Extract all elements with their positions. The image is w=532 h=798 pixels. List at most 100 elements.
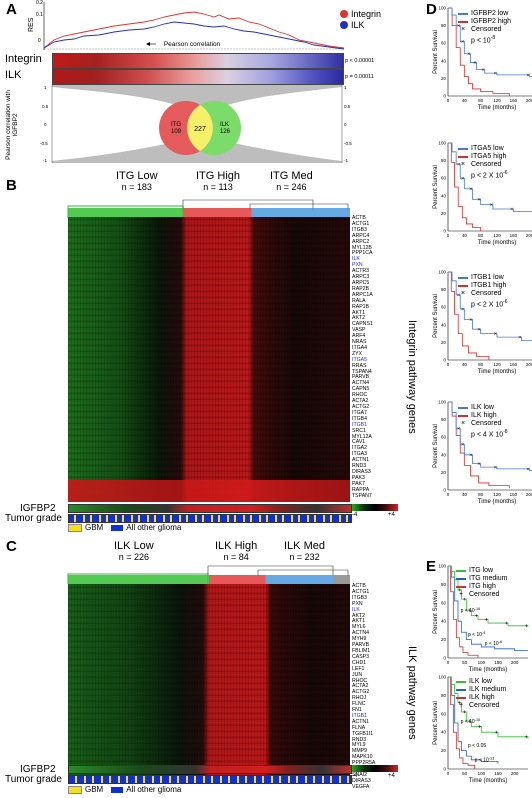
ilk-scale-max: +4 [388, 773, 395, 779]
gene-label: ACTN4 [352, 630, 370, 637]
gene-label: ARPC4 [352, 232, 370, 239]
itg-high-n: n = 113 [203, 182, 233, 192]
gene-label: RHOC [352, 677, 368, 684]
p-exponent-1: -15 [475, 718, 481, 722]
corr-tick-1: 0.5 [42, 104, 49, 109]
gene-label: ARF4 [352, 333, 366, 340]
high-label: IGFBP2 high [471, 18, 512, 25]
x-tick-label: 0 [447, 362, 450, 367]
itg-heatmap [68, 217, 350, 502]
low-label: ITGB1 low [471, 274, 504, 281]
y-tick-label: 0 [443, 767, 446, 772]
low-survival-curve [448, 401, 532, 472]
x-tick-label: 200 [526, 492, 532, 497]
gene-label: ITGA3 [352, 451, 367, 458]
x-tick-label: 80 [478, 98, 484, 103]
censor-mark [457, 24, 460, 27]
x-axis-label: Time (months) [478, 369, 516, 375]
x-axis-label: Time (months) [478, 499, 516, 505]
censor-mark [468, 608, 472, 612]
p-value: p < 2 X 10 [471, 301, 504, 309]
gbm-legend-label-c: GBM [85, 785, 104, 794]
ilk-legend-dot [340, 21, 348, 29]
gene-label: TSPAN4 [352, 368, 372, 375]
p-exponent: -8 [490, 35, 496, 41]
high-survival-curve [448, 565, 479, 658]
panel-c-label: C [6, 538, 17, 555]
gene-label: RAP2B [352, 285, 370, 292]
y-tick-label: 40 [441, 322, 447, 327]
x-tick-label: 200 [526, 98, 532, 103]
x-tick-label: 120 [493, 233, 501, 238]
medium-label: ITG medium [469, 575, 508, 582]
x-tick-label: 0 [447, 660, 450, 665]
ilk-igfbp2-bar [68, 765, 352, 774]
ilk-dendrogram-leaves [68, 575, 350, 584]
gene-label: RND3 [352, 463, 367, 470]
itg-scale-min: -4 [352, 512, 358, 518]
gene-label: ARPC2 [352, 238, 370, 245]
corr-tick-right-3: -0.5 [344, 141, 352, 146]
itg-low-group: ITG Low n = 183 [116, 170, 158, 192]
gene-label: SNAI2 [352, 772, 367, 778]
y-tick-label: 20 [441, 211, 447, 216]
gene-label: PPP1CA [352, 250, 373, 257]
gene-label: CHD1 [352, 659, 367, 666]
venn-itg-n: 109 [171, 129, 182, 135]
ilk-med-name: ILK Med [284, 540, 325, 552]
p-exponent-2: -4 [482, 631, 485, 635]
gene-label: DIRAS3 [352, 468, 371, 475]
censor-mark [477, 462, 481, 465]
censor-mark [518, 335, 522, 339]
x-tick-label: 80 [478, 362, 484, 367]
low-swatch [456, 681, 466, 683]
x-tick-label: 40 [462, 362, 468, 367]
high-survival-curve [448, 676, 476, 769]
x-tick-label: 40 [462, 233, 468, 238]
ilk-scale-min: -4 [352, 773, 358, 779]
y-tick-label: 100 [438, 141, 446, 146]
censor-mark [493, 465, 497, 469]
x-tick-label: 200 [526, 362, 532, 367]
gene-label: FN1 [352, 707, 362, 714]
y-tick-label: 40 [441, 619, 447, 624]
x-axis-label: Time (months) [478, 240, 516, 246]
gene-label: ACTN1 [352, 457, 370, 464]
km-chart-d-1: 04080120160200240020406080100Time (month… [433, 141, 532, 246]
corr-tick-2: 0 [44, 122, 47, 127]
censor-mark [458, 588, 462, 592]
itg-scale-max: +4 [388, 512, 395, 518]
x-tick-label: 120 [493, 98, 501, 103]
x-tick-label: 150 [494, 771, 502, 776]
gene-label: PXN [352, 262, 363, 269]
p-exponent-3: -13 [489, 757, 495, 761]
other-glioma-legend-label-c: All other glioma [126, 785, 182, 794]
p-value-1: p < 10-16 [461, 607, 481, 614]
y-tick-label: 20 [441, 340, 447, 345]
y-tick-label: 80 [441, 23, 447, 28]
censor-mark [469, 453, 473, 457]
y-axis-label: Percent Survival [433, 701, 439, 745]
ilk-res-line [43, 21, 345, 50]
gene-label: FLNC [352, 701, 366, 708]
ilk-med-n: n = 232 [289, 552, 320, 562]
corr-tick-right-0: 1 [344, 85, 347, 90]
x-tick-label: 200 [526, 233, 532, 238]
censor-mark [493, 71, 497, 75]
y-tick-label: 80 [441, 417, 447, 422]
venn-diagram: ITG 109 227 ILK 126 [159, 101, 241, 155]
itg-grade-bar [68, 514, 352, 523]
censored-mark-icon: × [460, 290, 466, 297]
censor-mark [524, 735, 528, 739]
ilk-low-n: n = 226 [118, 552, 150, 562]
res-tick-low: 0 [38, 38, 41, 44]
km-legend-e-1: ILK low ILK medium ILK high + Censored [456, 678, 506, 710]
p-value: p < 2 X 10 [471, 172, 504, 180]
gene-label: DIRAS3 [352, 777, 371, 784]
pearson-igfbp2-axis-label: Pearson correlation with IGFBP2 [5, 90, 19, 160]
censor-mark [461, 176, 465, 180]
y-tick-label: 20 [441, 748, 447, 753]
gene-label: ZYX [352, 350, 363, 357]
gene-label: ACTG1 [352, 588, 370, 595]
gbm-swatch [68, 523, 82, 532]
